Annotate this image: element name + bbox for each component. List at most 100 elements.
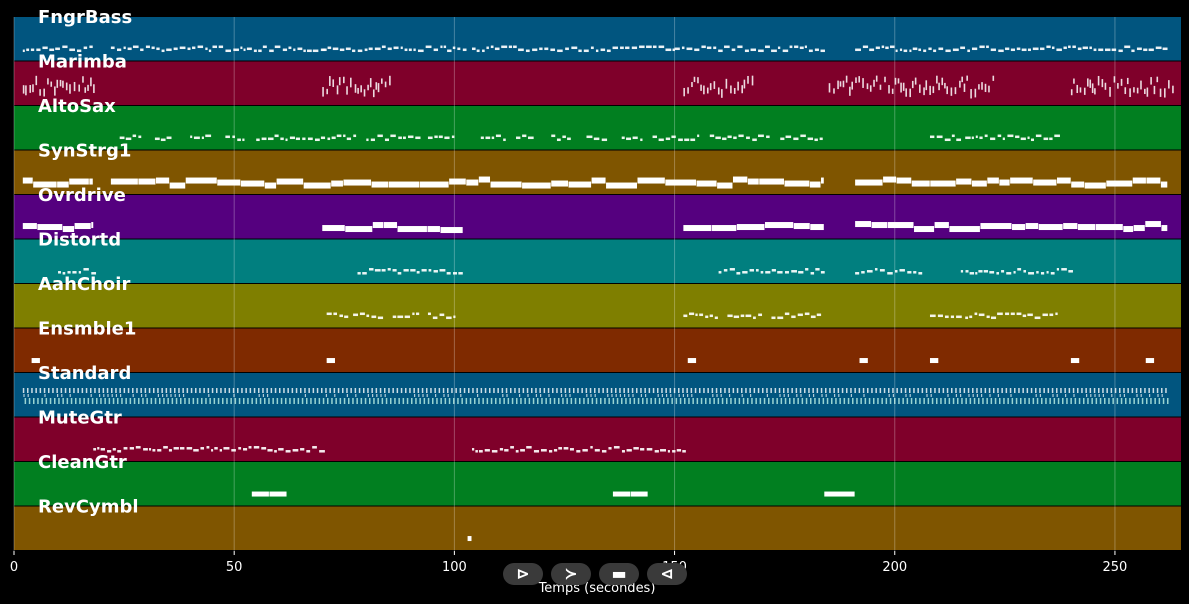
note-segment [427, 135, 455, 140]
note-segment [190, 134, 212, 140]
note-segment [256, 134, 295, 142]
note-segment [480, 134, 506, 142]
track-lane [14, 106, 1181, 150]
note-segment [855, 268, 923, 275]
track-label: FngrBass [38, 7, 132, 28]
note-segment [859, 358, 868, 364]
note-segment [154, 136, 172, 142]
track-marimba [14, 61, 1181, 105]
track-lane [14, 328, 1181, 372]
note-segment [718, 268, 825, 275]
note-segment [427, 312, 456, 320]
note-segment [22, 388, 1169, 404]
track-label: CleanGtr [38, 452, 127, 473]
note-segment [1145, 358, 1155, 364]
track-altosax [14, 106, 1181, 150]
x-tick-label: 250 [1103, 560, 1128, 575]
note-segment [727, 313, 763, 320]
note-segment [58, 268, 97, 275]
note-segment [471, 446, 686, 453]
note-segment [392, 312, 420, 319]
note-segment [326, 358, 335, 364]
note-segment [855, 221, 1168, 233]
track-lane [14, 61, 1181, 105]
note-segment [929, 314, 962, 319]
note-segment [326, 312, 349, 319]
x-tick-label: 0 [10, 560, 18, 575]
note-segment [630, 491, 648, 497]
track-cleangtr [14, 462, 1181, 506]
note-segment [322, 222, 463, 234]
note-segment [929, 134, 962, 142]
playback-controls: ⊳ ≻ ▬ ⊲ [503, 563, 693, 589]
x-tick-label: 50 [226, 560, 243, 575]
x-tick-label: 200 [882, 560, 907, 575]
track-label: Ovrdrive [38, 185, 126, 206]
note-segment [467, 536, 472, 542]
track-label: Marimba [38, 52, 127, 73]
note-segment [322, 45, 467, 53]
track-label: AltoSax [38, 96, 116, 117]
note-segment [965, 134, 1060, 142]
note-segment [929, 358, 939, 364]
note-segment [965, 312, 1058, 320]
note-segment [551, 134, 571, 142]
note-segment [22, 177, 93, 188]
track-lane [14, 195, 1181, 239]
track-distortd [14, 239, 1181, 283]
note-segment [357, 268, 463, 275]
note-segment [855, 176, 1168, 189]
track-lane [14, 462, 1181, 506]
track-ensmble1 [14, 328, 1181, 372]
note-segment [93, 446, 325, 453]
note-segment [687, 358, 697, 364]
track-fngrbass [14, 17, 1181, 61]
track-label: AahChoir [38, 274, 130, 295]
track-standard [14, 373, 1181, 417]
stop-button[interactable]: ▬ [599, 563, 639, 585]
track-lane [14, 17, 1181, 61]
note-segment [22, 75, 95, 97]
note-segment [295, 134, 357, 142]
track-label: SynStrg1 [38, 141, 131, 162]
track-lane [14, 506, 1181, 550]
track-mutegtr [14, 417, 1181, 461]
play-button[interactable]: ⊳ [503, 563, 543, 585]
note-segment [780, 134, 823, 142]
note-segment [110, 176, 824, 189]
note-segment [322, 75, 391, 98]
note-segment [22, 222, 94, 233]
note-segment [1070, 75, 1174, 98]
note-segment [612, 491, 631, 497]
note-segment [1070, 358, 1080, 364]
note-segment [516, 134, 534, 140]
note-segment [674, 45, 825, 53]
track-revcymbl [14, 506, 1181, 550]
note-segment [366, 134, 421, 142]
note-segment [119, 134, 142, 141]
note-segment [471, 45, 676, 53]
forward-button[interactable]: ≻ [551, 563, 591, 585]
note-segment [225, 135, 245, 142]
note-segment [586, 135, 608, 142]
track-label: Ensmble1 [38, 319, 136, 340]
note-segment [251, 491, 269, 497]
x-tick-label: 100 [442, 560, 467, 575]
track-lane [14, 239, 1181, 283]
note-segment [353, 312, 384, 320]
track-synstrg1 [14, 150, 1181, 194]
note-segment [824, 491, 855, 497]
note-segment [22, 45, 93, 53]
rewind-button[interactable]: ⊲ [647, 563, 687, 585]
track-lane [14, 150, 1181, 194]
track-label: MuteGtr [38, 408, 122, 429]
note-segment [828, 75, 995, 99]
track-label: RevCymbl [38, 497, 139, 518]
track-aahchoir [14, 284, 1181, 328]
note-segment [652, 134, 700, 142]
track-ovrdrive [14, 195, 1181, 239]
note-segment [683, 75, 754, 98]
track-lane [14, 284, 1181, 328]
note-segment [269, 491, 287, 497]
